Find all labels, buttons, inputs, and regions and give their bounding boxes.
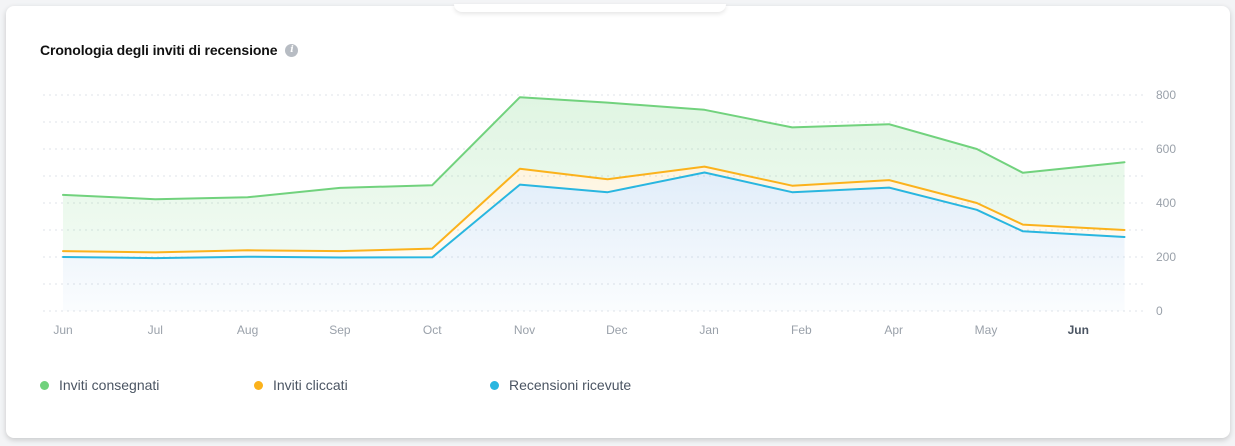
- chart-legend: Inviti consegnati Inviti cliccati Recens…: [40, 377, 631, 393]
- legend-dot-delivered: [40, 380, 49, 390]
- legend-label-clicked: Inviti cliccati: [273, 377, 348, 393]
- x-tick-label: Jan: [699, 323, 718, 337]
- info-icon[interactable]: i: [285, 43, 299, 57]
- legend-dot-clicked: [254, 380, 263, 390]
- legend-dot-received: [490, 380, 499, 390]
- y-tick-label: 600: [1156, 142, 1176, 156]
- area-delivered: [63, 97, 1125, 253]
- chart-title: Cronologia degli inviti di recensione: [40, 42, 278, 58]
- series-line-received: [62, 171, 1126, 260]
- y-tick-label: 800: [1156, 88, 1176, 102]
- y-tick-label: 200: [1156, 250, 1176, 264]
- x-tick-label: Dec: [606, 323, 627, 337]
- card-top-tab: [454, 4, 726, 12]
- legend-item-delivered[interactable]: Inviti consegnati: [40, 377, 254, 393]
- legend-item-clicked[interactable]: Inviti cliccati: [254, 377, 490, 393]
- x-tick-label: Aug: [237, 323, 258, 337]
- x-tick-label: Jun: [1068, 323, 1089, 337]
- series-line-delivered: [62, 96, 1126, 201]
- x-tick-label: Oct: [423, 323, 442, 337]
- y-tick-label: 0: [1156, 304, 1163, 318]
- legend-label-received: Recensioni ricevute: [509, 377, 632, 393]
- legend-label-delivered: Inviti consegnati: [59, 377, 160, 393]
- area-received: [63, 172, 1125, 311]
- x-tick-label: Sep: [329, 323, 351, 337]
- x-tick-label: Feb: [791, 323, 812, 337]
- x-tick-label: Apr: [884, 323, 903, 337]
- series-line-clicked: [62, 165, 1126, 254]
- chart-header: Cronologia degli inviti di recensione i: [40, 42, 299, 58]
- x-tick-label: Jul: [148, 323, 163, 337]
- area-clicked: [63, 166, 1125, 259]
- legend-item-received[interactable]: Recensioni ricevute: [490, 377, 631, 393]
- x-tick-label: May: [975, 323, 998, 337]
- y-tick-label: 400: [1156, 196, 1176, 210]
- x-tick-label: Nov: [514, 323, 535, 337]
- x-tick-label: Jun: [53, 323, 72, 337]
